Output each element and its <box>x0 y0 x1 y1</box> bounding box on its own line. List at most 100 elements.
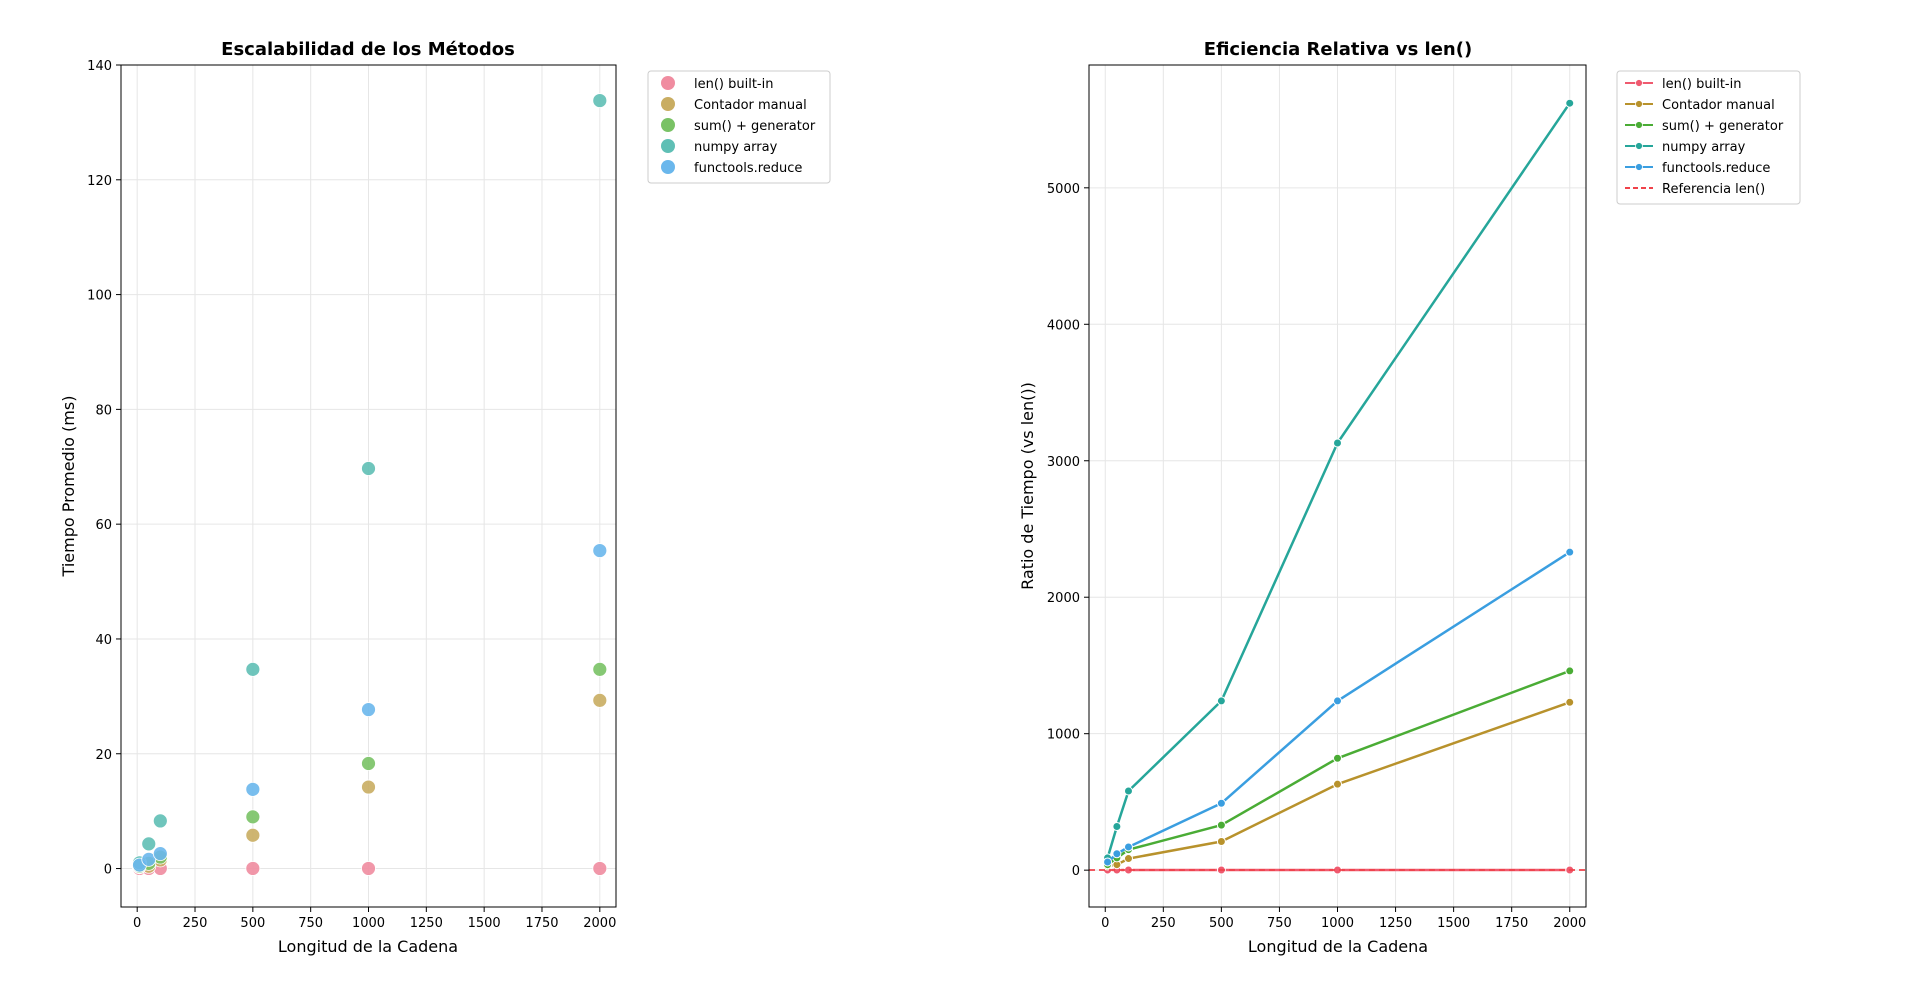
scatter-y-axis-label: Tiempo Promedio (ms) <box>59 396 78 578</box>
legend-marker <box>1635 121 1643 129</box>
scatter-point <box>152 813 168 829</box>
line-chart-title: Eficiencia Relativa vs len() <box>1204 39 1472 60</box>
legend-marker <box>661 139 675 153</box>
scatter-point <box>245 861 261 876</box>
y-tick-label: 5000 <box>1047 182 1080 197</box>
line-point <box>1333 438 1342 448</box>
x-tick-label: 500 <box>1209 916 1234 931</box>
x-tick-label: 1250 <box>1379 916 1412 931</box>
legend-marker <box>661 97 675 111</box>
line-point <box>1333 696 1342 706</box>
line-ticks: 0 250 500 750 1000 1250 1500 1750 2000 0 1000 2000 3… <box>1047 182 1586 931</box>
scatter-point <box>245 661 261 677</box>
scatter-legend: len() built-in Contador manual sum() + gen… <box>647 70 831 184</box>
x-tick-label: 500 <box>240 916 265 931</box>
x-tick-label: 1750 <box>525 916 558 931</box>
scatter-legend-frame <box>647 70 831 184</box>
y-tick-label: 0 <box>1072 864 1080 879</box>
y-tick-label: 20 <box>95 748 112 763</box>
x-tick-label: 250 <box>1151 916 1176 931</box>
line-point <box>1216 798 1226 808</box>
legend-marker <box>661 76 675 90</box>
y-tick-label: 0 <box>104 863 112 878</box>
scatter-marks <box>132 93 608 876</box>
x-tick-label: 750 <box>1267 916 1292 931</box>
line-point <box>1565 547 1575 557</box>
line-point <box>1565 697 1575 707</box>
series-line <box>1106 102 1571 859</box>
line-y-axis-label: Ratio de Tiempo (vs len()) <box>1018 382 1037 590</box>
legend-marker <box>1635 79 1643 87</box>
line-point <box>1565 666 1575 676</box>
legend-label: Referencia len() <box>1662 182 1765 197</box>
x-tick-label: 1750 <box>1495 916 1528 931</box>
legend-label: functools.reduce <box>1662 161 1770 176</box>
line-marks <box>1089 98 1586 875</box>
line-point <box>1333 753 1342 763</box>
x-tick-label: 1250 <box>410 916 443 931</box>
x-tick-label: 1000 <box>352 916 385 931</box>
line-legend: len() built-in Contador manual sum() + gen… <box>1616 70 1801 205</box>
scatter-point <box>361 861 376 876</box>
scatter-point <box>592 543 608 558</box>
scatter-chart-title: Escalabilidad de los Métodos <box>221 39 515 60</box>
line-point <box>1112 849 1122 859</box>
scatter-point <box>245 781 261 797</box>
scatter-grid <box>121 64 616 907</box>
scatter-ticks: 0 250 500 750 1000 1250 1500 1750 2000 0 20 40 60 80 1… <box>87 59 616 931</box>
legend-label: functools.reduce <box>694 161 802 176</box>
line-x-axis-label: Longitud de la Cadena <box>1248 937 1428 956</box>
y-tick-label: 1000 <box>1047 728 1080 743</box>
x-tick-label: 0 <box>133 916 141 931</box>
line-point <box>1216 836 1226 846</box>
scatter-x-axis-label: Longitud de la Cadena <box>278 937 458 956</box>
scatter-point <box>245 809 261 825</box>
scatter-point <box>245 827 261 843</box>
x-tick-label: 1500 <box>1437 916 1470 931</box>
y-tick-label: 120 <box>87 174 112 189</box>
legend-marker <box>1635 163 1643 171</box>
line-point <box>1123 842 1133 852</box>
line-point <box>1216 820 1226 830</box>
legend-label: sum() + generator <box>1662 119 1784 134</box>
x-tick-label: 0 <box>1101 916 1109 931</box>
y-tick-label: 60 <box>95 518 112 533</box>
line-point <box>1123 786 1133 796</box>
legend-label: len() built-in <box>694 77 773 92</box>
x-tick-label: 750 <box>298 916 323 931</box>
y-tick-label: 80 <box>95 403 112 418</box>
line-chart: Eficiencia Relativa vs len() 0 250 500 750 1… <box>1018 39 1801 956</box>
y-tick-label: 40 <box>95 633 112 648</box>
x-tick-label: 2000 <box>583 916 616 931</box>
scatter-point <box>361 702 376 717</box>
line-point <box>1216 696 1226 706</box>
x-tick-label: 1500 <box>468 916 501 931</box>
y-tick-label: 3000 <box>1047 455 1080 470</box>
legend-marker <box>1635 100 1643 108</box>
legend-marker <box>1635 142 1643 150</box>
legend-label: len() built-in <box>1662 77 1741 92</box>
scatter-point <box>592 861 608 876</box>
line-legend-frame <box>1616 70 1801 205</box>
scatter-point <box>361 461 376 476</box>
line-point <box>1565 98 1575 108</box>
line-point <box>1112 821 1122 831</box>
scatter-point <box>592 93 608 108</box>
scatter-point <box>361 779 376 795</box>
y-tick-label: 4000 <box>1047 318 1080 333</box>
x-tick-label: 1000 <box>1321 916 1354 931</box>
scatter-point <box>592 661 608 677</box>
scatter-point <box>152 846 168 862</box>
scatter-point <box>141 836 157 852</box>
y-tick-label: 100 <box>87 289 112 304</box>
legend-marker <box>661 160 675 174</box>
scatter-point <box>361 756 376 771</box>
line-point <box>1103 857 1113 867</box>
line-point <box>1123 854 1133 864</box>
legend-label: sum() + generator <box>694 119 816 134</box>
x-tick-label: 250 <box>183 916 208 931</box>
legend-label: Contador manual <box>1662 98 1775 113</box>
scatter-chart: Escalabilidad de los Métodos 0 250 500 750 1… <box>59 39 831 956</box>
y-tick-label: 2000 <box>1047 591 1080 606</box>
